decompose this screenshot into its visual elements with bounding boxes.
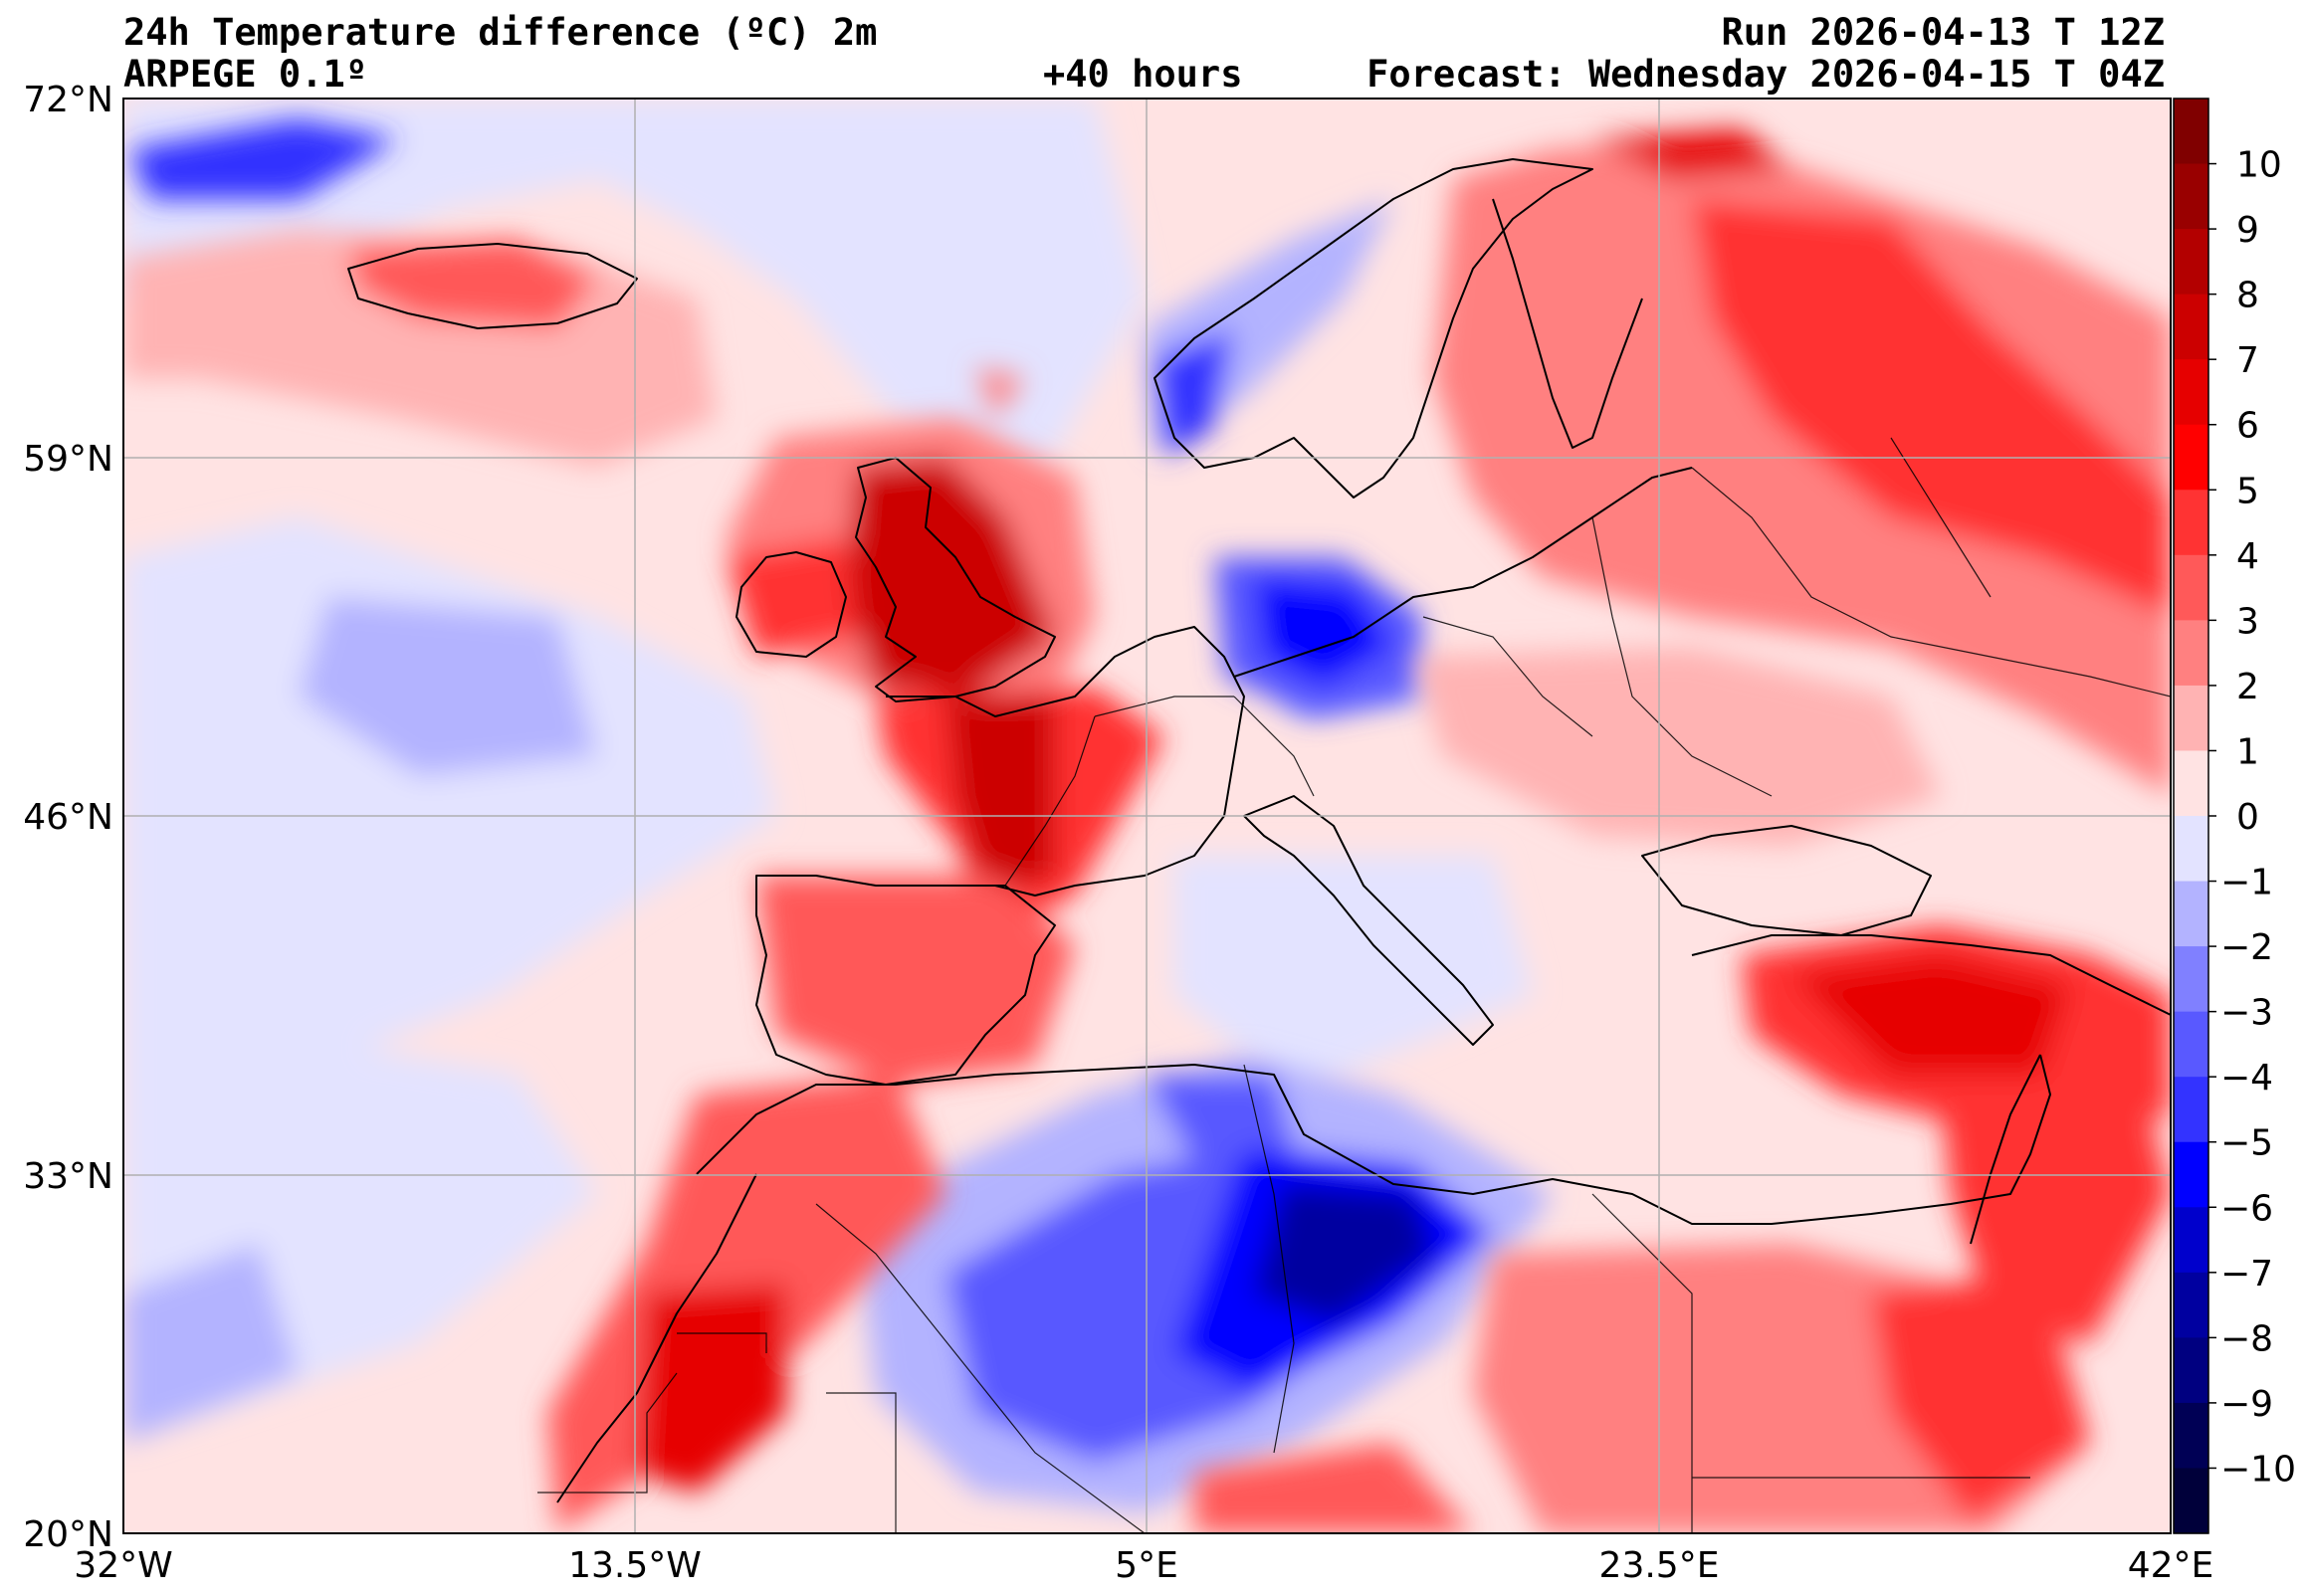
colorbar-label: −5 [2220, 1123, 2273, 1164]
lon-tick-32w: 32°W [74, 1545, 172, 1586]
colorbar-swatch [2174, 99, 2208, 165]
model-name: ARPEGE 0.1º [123, 53, 368, 96]
colorbar-label: 9 [2236, 210, 2259, 251]
lat-tick-46: 46°N [23, 797, 113, 838]
colorbar-label: 6 [2236, 406, 2259, 447]
colorbar-label: 7 [2236, 340, 2259, 381]
colorbar-label: −8 [2220, 1318, 2273, 1359]
lead-time: +40 hours [1043, 53, 1243, 96]
colorbar-label: 10 [2236, 145, 2282, 186]
colorbar-swatch [2174, 620, 2208, 687]
colorbar-swatch [2174, 1468, 2208, 1534]
colorbar-swatch [2174, 490, 2208, 556]
colorbar-swatch [2174, 946, 2208, 1013]
colorbar-swatch [2174, 881, 2208, 947]
colorbar-label: −9 [2220, 1384, 2273, 1425]
lon-tick-42e: 42°E [2128, 1545, 2214, 1586]
chart-title: 24h Temperature difference (ºC) 2m [123, 11, 878, 54]
colorbar-label: 8 [2236, 276, 2259, 316]
lon-tick-23-5e: 23.5°E [1599, 1545, 1720, 1586]
colorbar-swatch [2174, 294, 2208, 360]
latitude-ticks: 72°N 59°N 46°N 33°N 20°N [23, 80, 113, 1555]
colorbar-swatch [2174, 685, 2208, 752]
colorbar-swatch [2174, 359, 2208, 426]
map-plot-area [123, 99, 2171, 1533]
forecast-time: Forecast: Wednesday 2026-04-15 T 04Z [1366, 53, 2165, 96]
colorbar-swatch [2174, 163, 2208, 230]
longitude-ticks: 32°W 13.5°W 5°E 23.5°E 42°E [74, 1545, 2213, 1586]
colorbar-swatch [2174, 229, 2208, 296]
cool-anomaly-fields [123, 99, 1533, 1443]
borders [537, 437, 2171, 1533]
colorbar-swatch [2174, 1337, 2208, 1404]
colorbar-label: 5 [2236, 471, 2259, 511]
lat-tick-33: 33°N [23, 1156, 113, 1197]
coastlines-drawn [347, 158, 2171, 1503]
plot-frame [122, 98, 2172, 1534]
run-time: Run 2026-04-13 T 12Z [1721, 11, 2165, 54]
colorbar-label: −3 [2220, 993, 2273, 1034]
colorbar-swatch [2174, 750, 2208, 817]
colorbar-swatch [2174, 554, 2208, 621]
colorbar-label: 3 [2236, 601, 2259, 642]
colorbar [2173, 98, 2209, 1534]
colorbar-label: −6 [2220, 1188, 2273, 1229]
sahara-cold-anomaly [856, 1055, 1553, 1512]
colorbar-swatch [2174, 1141, 2208, 1208]
colorbar-swatch [2174, 1272, 2208, 1338]
lat-tick-72: 72°N [23, 80, 113, 120]
colorbar-swatch [2174, 1207, 2208, 1274]
colorbar-label: −4 [2220, 1058, 2273, 1098]
lat-tick-20: 20°N [23, 1514, 113, 1555]
colorbar-label: 1 [2236, 731, 2259, 772]
colorbar-label: −2 [2220, 927, 2273, 968]
colorbar-label: −7 [2220, 1254, 2273, 1295]
colorbar-swatch [2174, 816, 2208, 883]
colorbar-label: 4 [2236, 536, 2259, 577]
colorbar-label: 2 [2236, 667, 2259, 707]
lon-tick-5e: 5°E [1115, 1545, 1178, 1586]
colorbar-label: 0 [2236, 797, 2259, 838]
colorbar-swatch [2174, 424, 2208, 491]
central-europe-cold [129, 119, 1423, 716]
colorbar-swatch [2174, 1011, 2208, 1078]
warm-anomaly-fields [123, 129, 2171, 1533]
colorbar-label: −10 [2220, 1449, 2296, 1490]
colorbar-swatch [2174, 1402, 2208, 1470]
graticule [123, 99, 2171, 1533]
colorbar-swatch [2174, 1077, 2208, 1143]
colorbar-label: −1 [2220, 863, 2273, 903]
lat-tick-59: 59°N [23, 439, 113, 480]
lon-tick-13-5w: 13.5°W [568, 1545, 702, 1586]
